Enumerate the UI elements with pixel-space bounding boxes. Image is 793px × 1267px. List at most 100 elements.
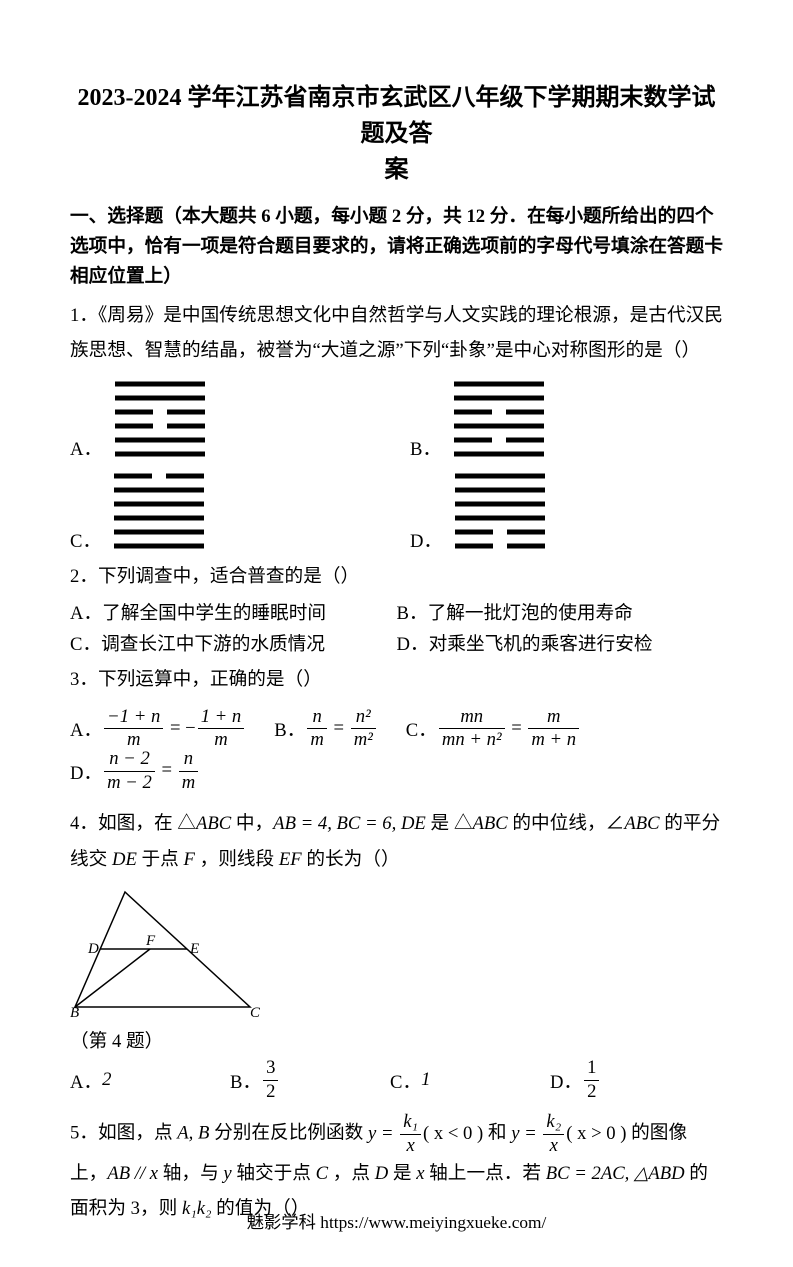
q4-option-B: B． 32 xyxy=(230,1059,390,1101)
q3-D-label: D． xyxy=(70,758,102,785)
hexagram-C-icon xyxy=(109,469,209,553)
title-line-1: 2023-2024 学年江苏省南京市玄武区八年级下学期期末数学试题及答 xyxy=(70,80,723,152)
q1-option-A-label: A． xyxy=(70,434,102,461)
q3-option-B: B． nm = n²m² xyxy=(274,708,378,750)
q5-p2: A, B xyxy=(177,1123,209,1144)
q4-C-value: 1 xyxy=(421,1069,430,1091)
q2-options-row-2: C．调查长江中下游的水质情况 D．对乘坐飞机的乘客进行安检 xyxy=(70,629,723,656)
q5-p10: y xyxy=(223,1163,231,1184)
q5-p12: C xyxy=(316,1163,328,1184)
q2-option-D: D．对乘坐飞机的乘客进行安检 xyxy=(397,629,724,656)
q4-A-value: 2 xyxy=(102,1069,111,1091)
q1-stem: 《周易》是中国传统思想文化中自然哲学与人文实践的理论根源，是古代汉民族思想、智慧… xyxy=(70,305,723,361)
q5-p9: 轴，与 xyxy=(158,1163,223,1184)
q3-C-label: C． xyxy=(406,715,437,742)
hexagram-D-icon xyxy=(450,469,550,553)
vertex-A-label: A xyxy=(119,887,130,889)
exam-page: 2023-2024 学年江苏省南京市玄武区八年级下学期期末数学试题及答 案 一、… xyxy=(0,0,793,1267)
q4-caption: （第 4 题） xyxy=(70,1026,723,1053)
q4-B-label: B． xyxy=(230,1067,261,1094)
q3-options-row: A． −1 + nm = −1 + nm B． nm = n²m² C． mnm… xyxy=(70,708,723,793)
q4-p2: ABC xyxy=(196,813,231,834)
q4-A-label: A． xyxy=(70,1067,102,1094)
q4-p3: 中， xyxy=(231,813,273,834)
q3-stem: 下列运算中，正确的是（） xyxy=(98,669,322,690)
q4-options-row: A．2 B． 32 C．1 D． 12 xyxy=(70,1059,723,1101)
q5-p15: 是 xyxy=(388,1163,416,1184)
q3-C-formula: mnmn + n² = mm + n xyxy=(437,708,581,750)
q1-option-B: B． xyxy=(410,377,549,461)
question-2: 2．下列调查中，适合普查的是（） xyxy=(70,559,723,594)
vertex-D-label: D xyxy=(87,941,99,957)
q5-f1: y = k₁x( x < 0 ) xyxy=(368,1123,483,1144)
q1-option-D: D． xyxy=(410,469,550,553)
q2-stem: 下列调查中，适合普查的是（） xyxy=(98,566,359,587)
vertex-C-label: C xyxy=(250,1005,260,1017)
q3-B-formula: nm = n²m² xyxy=(305,708,377,750)
q2-options-row-1: A．了解全国中学生的睡眠时间 B．了解一批灯泡的使用寿命 xyxy=(70,598,723,625)
q3-A-formula: −1 + nm = −1 + nm xyxy=(102,708,246,750)
q1-option-A: A． xyxy=(70,377,370,461)
q1-number: 1． xyxy=(70,305,98,326)
q5-p5: 和 xyxy=(483,1123,511,1144)
q4-p5: 是 △ xyxy=(426,813,473,834)
q5-p11: 轴交于点 xyxy=(232,1163,316,1184)
q5-number: 5． xyxy=(70,1123,98,1144)
q2-option-C: C．调查长江中下游的水质情况 xyxy=(70,629,397,656)
q4-option-A: A．2 xyxy=(70,1067,230,1094)
title-line-2: 案 xyxy=(70,152,723,188)
q2-option-A: A．了解全国中学生的睡眠时间 xyxy=(70,598,397,625)
q4-p14: EF xyxy=(279,849,302,870)
q4-C-label: C． xyxy=(390,1067,421,1094)
hexagram-A-icon xyxy=(110,377,210,461)
q2-option-B: B．了解一批灯泡的使用寿命 xyxy=(397,598,724,625)
q4-number: 4． xyxy=(70,813,98,834)
q5-p8: AB // x xyxy=(107,1163,158,1184)
q4-B-value: 32 xyxy=(261,1059,280,1101)
question-3: 3．下列运算中，正确的是（） xyxy=(70,662,723,697)
q5-p17: 轴上一点．若 xyxy=(424,1163,545,1184)
q4-p11: 于点 xyxy=(137,849,184,870)
q3-D-formula: n − 2m − 2 = nm xyxy=(102,750,200,792)
q4-p4: AB = 4, BC = 6, DE xyxy=(273,813,426,834)
q4-figure: A B C D E F xyxy=(70,887,723,1022)
q4-p7: 的中位线，∠ xyxy=(508,813,625,834)
q3-option-A: A． −1 + nm = −1 + nm xyxy=(70,708,246,750)
q4-p1: 如图，在 △ xyxy=(98,813,196,834)
q1-option-C-label: C． xyxy=(70,526,101,553)
vertex-B-label: B xyxy=(70,1005,79,1017)
q4-p12: F xyxy=(184,849,195,870)
q2-number: 2． xyxy=(70,566,98,587)
q4-p10: DE xyxy=(112,849,137,870)
vertex-F-label: F xyxy=(145,933,156,949)
hexagram-B-icon xyxy=(449,377,549,461)
q4-p6: ABC xyxy=(472,813,507,834)
q4-D-label: D． xyxy=(550,1067,582,1094)
q5-p3: 分别在反比例函数 xyxy=(209,1123,368,1144)
q4-option-C: C．1 xyxy=(390,1067,550,1094)
q3-B-label: B． xyxy=(274,715,305,742)
q1-option-B-label: B． xyxy=(410,434,441,461)
page-footer: 魅影学科 https://www.meiyingxueke.com/ xyxy=(0,1208,793,1233)
q4-option-D: D． 12 xyxy=(550,1059,601,1101)
q5-p1: 如图，点 xyxy=(98,1123,177,1144)
section-1-header: 一、选择题（本大题共 6 小题，每小题 2 分，共 12 分．在每小题所给出的四… xyxy=(70,202,723,292)
q5-p14: D xyxy=(375,1163,388,1184)
q3-option-C: C． mnmn + n² = mm + n xyxy=(406,708,581,750)
q3-number: 3． xyxy=(70,669,98,690)
q1-options-row-2: C． D． xyxy=(70,469,723,553)
question-1: 1．《周易》是中国传统思想文化中自然哲学与人文实践的理论根源，是古代汉民族思想、… xyxy=(70,298,723,369)
q3-A-label: A． xyxy=(70,715,102,742)
q5-f2: y = k₂x( x > 0 ) xyxy=(511,1123,626,1144)
triangle-icon: A B C D E F xyxy=(70,887,260,1017)
q1-options-row-1: A． B． xyxy=(70,377,723,461)
q4-p13: ，则线段 xyxy=(195,849,279,870)
q5-p18: BC = 2AC, △ABD xyxy=(546,1163,685,1184)
q5-p16: x xyxy=(416,1163,424,1184)
q5-p13: ，点 xyxy=(328,1163,375,1184)
q4-p15: 的长为（） xyxy=(302,849,400,870)
q1-option-C: C． xyxy=(70,469,370,553)
vertex-E-label: E xyxy=(189,941,199,957)
q4-p8: ABC xyxy=(624,813,659,834)
q1-option-D-label: D． xyxy=(410,526,442,553)
